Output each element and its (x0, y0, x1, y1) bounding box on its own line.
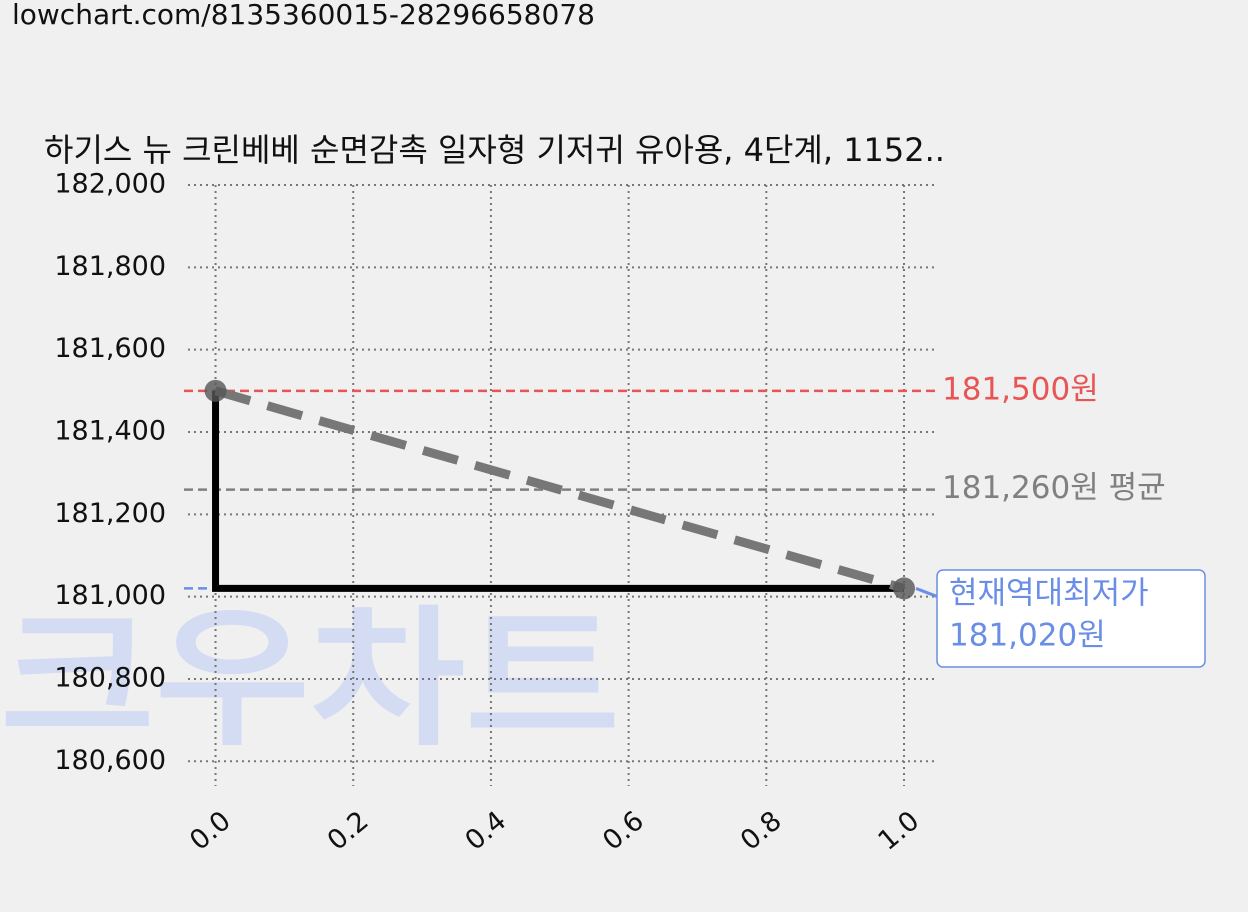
watermark: 크우차트 (0, 593, 620, 767)
y-tick-label: 181,200 (54, 498, 166, 529)
reference-label: 181,260원 평균 (942, 470, 1166, 506)
trend-line (214, 386, 906, 593)
y-tick-label: 182,000 (54, 169, 166, 200)
y-tick-label: 180,600 (54, 745, 166, 776)
annotation-box (936, 569, 1206, 668)
annotation-arrow (915, 587, 938, 598)
y-tick-label: 181,600 (54, 333, 166, 364)
chart-title: 하기스 뉴 크린베베 순면감촉 일자형 기저귀 유아용, 4단계, 1152.. (44, 131, 945, 169)
x-tick-label: 1.0 (873, 805, 926, 856)
reference-label: 181,500원 (942, 371, 1099, 407)
y-tick-label: 181,800 (54, 251, 166, 282)
url: lowchart.com/8135360015-28296658078 (12, 0, 595, 31)
x-tick-label: 0.4 (459, 805, 512, 856)
annotation-label: 181,020원 (949, 618, 1106, 654)
annotation-label: 현재역대최저가 (949, 576, 1149, 612)
y-tick-label: 181,000 (54, 580, 166, 611)
x-tick-label: 0.8 (735, 805, 788, 856)
x-tick-label: 0.6 (597, 805, 650, 856)
y-tick-label: 181,400 (54, 415, 166, 446)
x-tick-label: 0.0 (184, 805, 237, 856)
point (893, 577, 916, 600)
y-tick-label: 180,800 (54, 662, 166, 693)
x-tick-label: 0.2 (322, 805, 375, 856)
step-line (212, 390, 905, 592)
point (204, 379, 227, 402)
